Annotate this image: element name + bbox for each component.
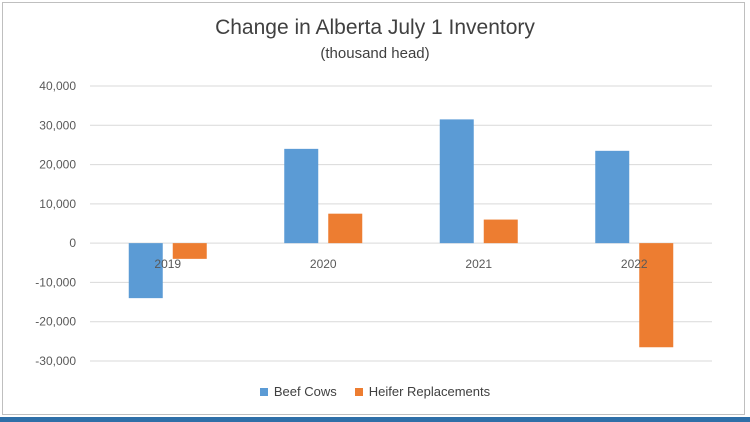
bar-beef-cows-2019 [128,243,163,299]
y-tick-label: 20,000 [39,158,76,172]
y-tick-label: 10,000 [39,197,76,211]
legend: Beef Cows Heifer Replacements [0,384,750,399]
bottom-rule [0,417,750,422]
y-tick-label: 40,000 [39,79,76,93]
legend-item-beef-cows: Beef Cows [259,384,337,399]
x-tick-label: 2019 [154,257,181,271]
bar-beef-cows-2022 [595,150,630,244]
y-tick-label: -20,000 [35,315,76,329]
x-tick-label: 2022 [621,257,648,271]
bar-heifer-replacements-2019 [172,243,207,259]
bar-heifer-replacements-2021 [483,219,518,244]
chart-title: Change in Alberta July 1 Inventory [215,16,535,39]
bar-heifer-replacements-2020 [328,213,363,244]
y-tick-label: 30,000 [39,118,76,132]
x-tick-label: 2020 [310,257,337,271]
bar-heifer-replacements-2022 [639,243,674,348]
legend-item-heifer-replacements: Heifer Replacements [354,384,491,399]
legend-swatch-beef-cows [259,387,268,396]
x-tick-label: 2021 [465,257,492,271]
y-tick-label: -30,000 [35,354,76,368]
y-tick-label: 0 [69,236,76,250]
chart-subtitle: (thousand head) [320,45,430,62]
legend-swatch-heifer-replacements [354,387,363,396]
y-tick-label: -10,000 [35,275,76,289]
legend-label-heifer-replacements: Heifer Replacements [368,384,491,399]
legend-label-beef-cows: Beef Cows [273,384,337,399]
bar-beef-cows-2020 [284,148,319,244]
bar-beef-cows-2021 [439,119,474,244]
